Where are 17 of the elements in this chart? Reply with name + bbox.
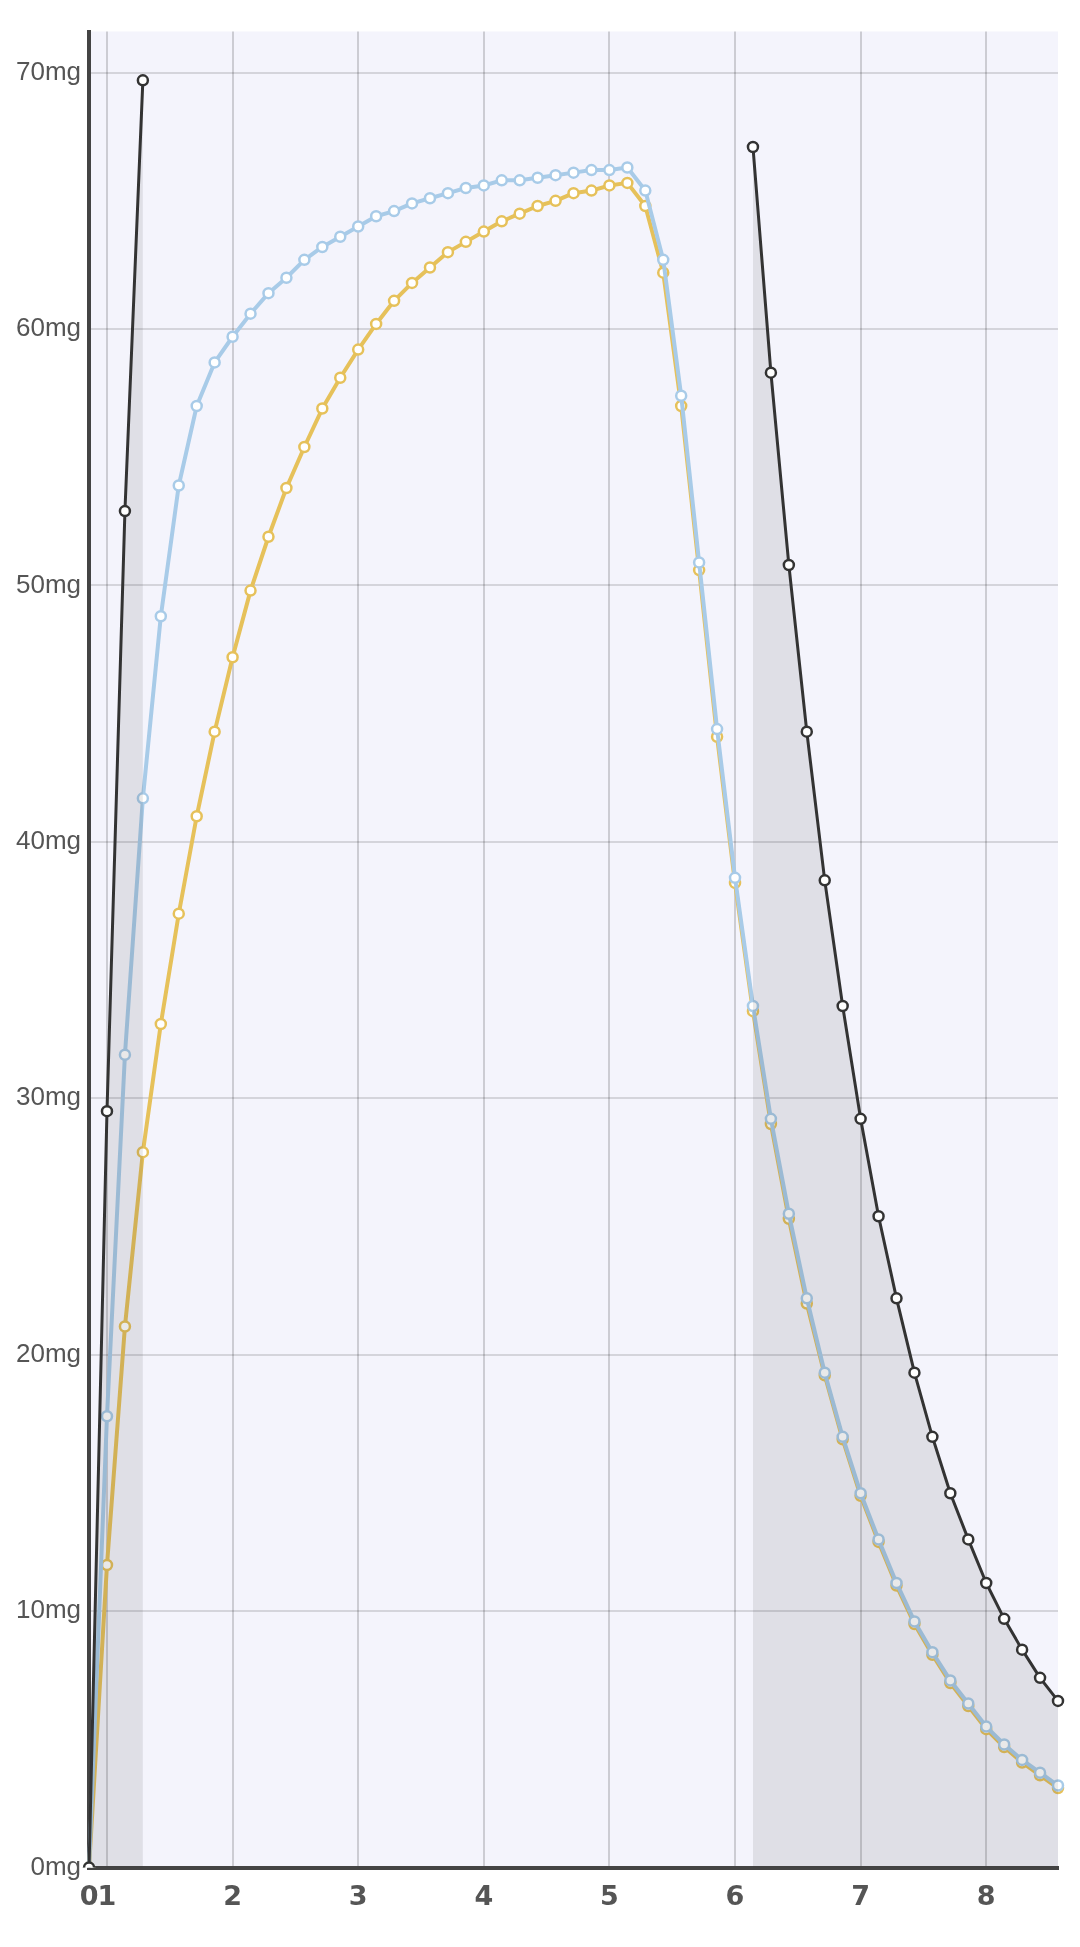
y-tick-label: 10mg: [15, 1594, 82, 1625]
x-tick-label: 5: [600, 1879, 619, 1911]
x-tick-label: 2: [223, 1879, 242, 1911]
y-tick-label: 0mg: [30, 1850, 82, 1881]
y-tick-label: 20mg: [15, 1337, 82, 1368]
x-tick-label: 0: [79, 1879, 99, 1911]
x-tick-label: 6: [725, 1879, 745, 1911]
x-tick-label: 4: [474, 1879, 494, 1911]
x-tick-label: 3: [348, 1879, 368, 1911]
x-tick-label: 7: [851, 1879, 871, 1911]
x-tick-label: 1: [97, 1879, 117, 1911]
y-tick-label: 30mg: [15, 1081, 82, 1112]
y-tick-label: 70mg: [15, 55, 82, 86]
y-tick-label: 50mg: [15, 568, 82, 599]
y-tick-label: 60mg: [15, 312, 82, 343]
x-tick-label: 8: [976, 1879, 996, 1911]
y-tick-label: 40mg: [15, 825, 82, 856]
